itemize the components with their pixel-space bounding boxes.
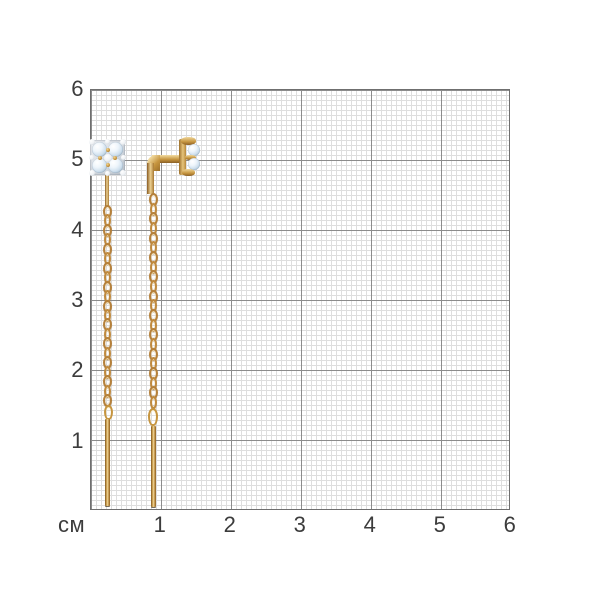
stone-cluster-front bbox=[89, 139, 126, 176]
corner-prong bbox=[89, 170, 95, 176]
gold-prong bbox=[105, 163, 110, 167]
chain bbox=[149, 193, 158, 410]
stone bbox=[188, 144, 200, 156]
y-axis-label: 4 bbox=[71, 217, 84, 242]
x-axis-label: 6 bbox=[503, 512, 517, 537]
y-axis-label: 2 bbox=[71, 357, 84, 382]
stone bbox=[108, 158, 123, 173]
stone bbox=[108, 142, 123, 157]
stud-post bbox=[105, 172, 109, 207]
stud-post-vertical bbox=[147, 163, 154, 194]
threader-bar bbox=[105, 419, 110, 506]
mid-prong-cap bbox=[185, 155, 196, 160]
stud-post-horizontal bbox=[152, 155, 183, 163]
y-axis-label: 5 bbox=[71, 146, 84, 171]
unit-label: см bbox=[58, 512, 86, 537]
x-axis-label: 5 bbox=[433, 512, 447, 537]
edge-prong bbox=[105, 171, 110, 176]
corner-prong bbox=[89, 139, 95, 145]
gold-prong bbox=[98, 155, 102, 160]
edge-prong bbox=[105, 139, 110, 144]
center-prong bbox=[103, 153, 112, 162]
stone bbox=[92, 142, 107, 157]
x-axis-label: 3 bbox=[293, 512, 307, 537]
chain-eye-link bbox=[104, 405, 113, 420]
stone bbox=[92, 158, 107, 173]
x-axis-label: 4 bbox=[363, 512, 377, 537]
setting-plate bbox=[179, 139, 186, 175]
edge-prong bbox=[89, 155, 94, 160]
threader-bar bbox=[151, 426, 156, 507]
x-axis-label: 1 bbox=[153, 512, 167, 537]
y-axis-label: 1 bbox=[71, 428, 84, 453]
corner-prong bbox=[120, 139, 126, 145]
chain bbox=[103, 205, 112, 408]
edge-prong bbox=[121, 155, 126, 160]
chain-eye-link bbox=[148, 408, 158, 426]
y-axis-label: 3 bbox=[71, 287, 84, 312]
gold-prong bbox=[113, 155, 117, 160]
stone bbox=[188, 158, 200, 170]
x-axis-label: 2 bbox=[223, 512, 237, 537]
y-axis-label: 6 bbox=[71, 76, 84, 101]
top-prong-cap bbox=[181, 137, 196, 145]
stone-cluster-side bbox=[179, 137, 202, 177]
bottom-prong-cap bbox=[182, 169, 195, 176]
corner-prong bbox=[120, 170, 126, 176]
gold-prong bbox=[105, 148, 110, 152]
